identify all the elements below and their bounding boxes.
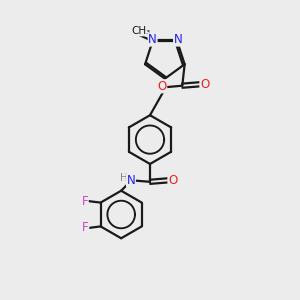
Text: N: N <box>127 174 135 187</box>
Text: N: N <box>148 33 157 46</box>
Text: N: N <box>174 33 182 46</box>
Text: F: F <box>82 221 89 234</box>
Text: O: O <box>168 174 177 187</box>
Text: O: O <box>200 78 209 91</box>
Text: H: H <box>120 173 128 183</box>
Text: CH₃: CH₃ <box>131 26 150 36</box>
Text: F: F <box>82 195 88 208</box>
Text: O: O <box>158 80 167 93</box>
